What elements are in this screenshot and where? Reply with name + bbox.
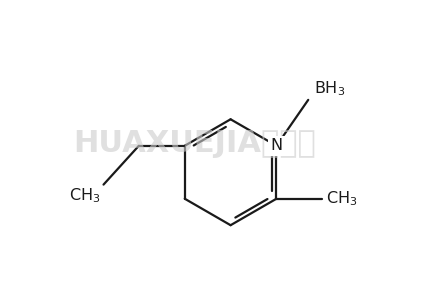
Text: N: N	[271, 138, 282, 153]
Text: HUAXUEJIA化学加: HUAXUEJIA化学加	[73, 130, 316, 158]
Text: CH$_3$: CH$_3$	[69, 186, 100, 205]
Text: BH$_3$: BH$_3$	[314, 79, 345, 98]
Text: CH$_3$: CH$_3$	[326, 190, 357, 208]
